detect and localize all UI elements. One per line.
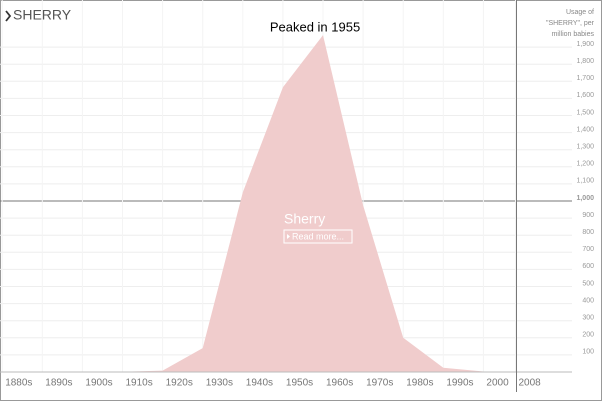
y-tick-label: 1,700 [576,75,594,82]
x-tick-label: 1900s [85,378,112,389]
x-tick-label: 1950s [286,378,313,389]
x-tick-label: 1960s [326,378,353,389]
y-tick-label: 100 [582,349,594,356]
y-tick-label: 400 [582,297,594,304]
area [2,35,516,372]
read-more-arrow [287,234,290,239]
y-axis-label: million babies [552,31,595,38]
y-tick-label: 300 [582,315,594,322]
y-tick-label: 700 [582,246,594,253]
read-more-box[interactable] [283,229,353,244]
y-tick-label: 900 [582,212,594,219]
x-tick-label: 1880s [5,378,32,389]
x-tick-label: 1970s [366,378,393,389]
y-tick-label: 1,100 [576,178,594,185]
y-tick-label: 1,200 [576,161,594,168]
y-tick-label: 600 [582,263,594,270]
y-tick-label: 1,000 [576,195,594,202]
y-tick-label: 1,300 [576,144,594,151]
read-more-link[interactable]: Read more... [292,231,344,241]
x-tick-label: 1980s [406,378,433,389]
x-tick-label: 1920s [166,378,193,389]
arrow-icon [5,10,12,22]
y-tick-label: 800 [582,229,594,236]
x-tick-label: 2000 [486,378,509,389]
y-axis-label: Usage of [566,9,594,16]
y-tick-label: 500 [582,280,594,287]
y-tick-label: 1,800 [576,58,594,65]
x-tick-label: 1940s [246,378,273,389]
series-label: Sherry [284,211,325,227]
y-tick-label: 1,900 [576,41,594,48]
y-tick-label: 1,500 [576,109,594,116]
y-tick-label: 1,600 [576,92,594,99]
x-tick-label: 1890s [45,378,72,389]
y-axis-label: "SHERRY", per [546,20,595,27]
peak-annotation: Peaked in 1955 [270,19,360,34]
x-tick-label: 1910s [126,378,153,389]
x-tick-label: 1990s [446,378,473,389]
chart-title[interactable]: SHERRY [13,7,72,23]
x-tick-label: 1930s [206,378,233,389]
y-tick-label: 1,400 [576,126,594,133]
x-tick-label: 2008 [519,378,542,389]
y-tick-label: 200 [582,332,594,339]
